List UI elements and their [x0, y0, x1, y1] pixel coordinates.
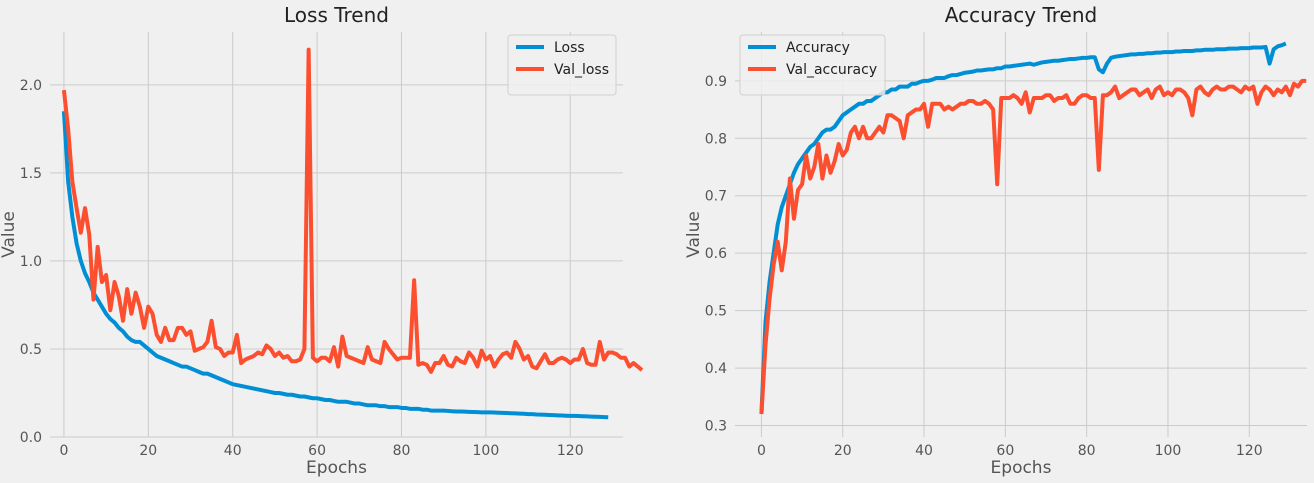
loss-trend-chart: 0 20 40 60 80 100 120 0.0 0.5 1.0 1.5 2.0 Loss Trend… — [0, 3, 644, 478]
series-line-accuracy — [759, 41, 1287, 415]
series-line-val-accuracy — [759, 78, 1307, 415]
legend-entry: Val_loss — [554, 62, 609, 78]
y-tick-label: 2.0 — [20, 78, 42, 94]
legend: Loss Val_loss — [507, 34, 617, 96]
chart-title: Loss Trend — [284, 3, 389, 27]
y-tick-label: 1.0 — [20, 254, 42, 270]
legend-entry: Val_accuracy — [786, 62, 877, 78]
x-axis-label: Epochs — [306, 458, 367, 478]
legend-entry: Accuracy — [786, 40, 850, 56]
y-tick-label: 0.4 — [705, 361, 727, 377]
y-tick-label: 0.6 — [705, 246, 727, 262]
x-tick-label: 100 — [473, 443, 500, 459]
y-tick-label: 0.5 — [20, 342, 42, 358]
y-tick-label: 0.7 — [705, 189, 727, 205]
chart-title: Accuracy Trend — [945, 3, 1097, 27]
legend: Accuracy Val_accuracy — [739, 34, 886, 96]
x-tick-label: 80 — [393, 443, 411, 459]
accuracy-trend-chart: 0 20 40 60 80 100 120 0.3 0.4 0.5 0.6 0.7 0.8 0.9 Accu… — [684, 3, 1307, 478]
x-tick-label: 120 — [557, 443, 584, 459]
x-tick-label: 0 — [757, 443, 766, 459]
y-tick-label: 1.5 — [20, 166, 42, 182]
legend-box — [507, 34, 617, 96]
x-tick-label: 20 — [834, 443, 852, 459]
x-tick-label: 40 — [224, 443, 242, 459]
legend-box — [739, 34, 886, 96]
series-line-loss — [61, 111, 609, 420]
x-tick-label: 60 — [996, 443, 1014, 459]
x-tick-label: 40 — [915, 443, 933, 459]
y-axis-label: Value — [684, 211, 704, 258]
x-tick-label: 60 — [308, 443, 326, 459]
y-tick-label: 0.0 — [20, 430, 42, 446]
x-tick-label: 0 — [59, 443, 68, 459]
y-tick-label: 0.5 — [705, 304, 727, 320]
x-tick-label: 20 — [139, 443, 157, 459]
y-tick-label: 0.3 — [705, 419, 727, 435]
y-axis-label: Value — [0, 211, 19, 258]
y-tick-label: 0.8 — [705, 131, 727, 147]
series-line-val-loss — [61, 47, 644, 374]
y-tick-label: 0.9 — [705, 74, 727, 90]
x-tick-label: 80 — [1078, 443, 1096, 459]
x-axis-label: Epochs — [991, 458, 1052, 478]
x-tick-label: 100 — [1155, 443, 1182, 459]
x-tick-label: 120 — [1236, 443, 1263, 459]
legend-entry: Loss — [554, 40, 585, 56]
